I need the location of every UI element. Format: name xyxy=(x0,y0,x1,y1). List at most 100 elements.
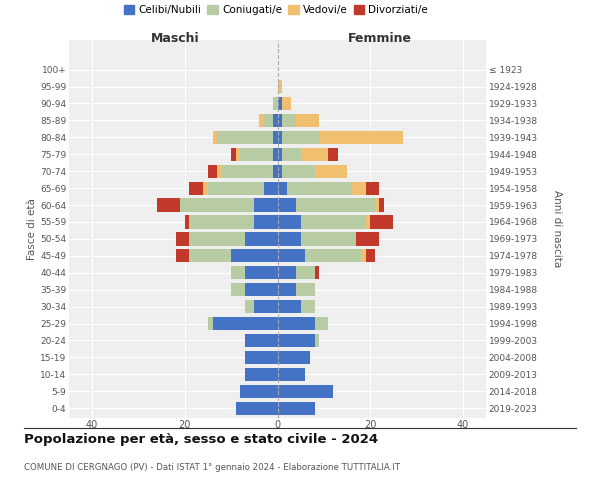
Bar xyxy=(282,130,319,144)
Bar xyxy=(231,266,245,280)
Bar xyxy=(203,182,208,194)
Bar xyxy=(236,148,241,161)
Bar xyxy=(301,232,356,245)
Bar xyxy=(222,164,273,178)
Bar xyxy=(296,114,319,127)
Bar xyxy=(263,182,277,194)
Bar xyxy=(282,114,296,127)
Bar xyxy=(277,351,310,364)
Bar xyxy=(301,300,314,313)
Bar xyxy=(277,80,282,93)
Text: Popolazione per età, sesso e stato civile - 2024: Popolazione per età, sesso e stato civil… xyxy=(24,432,378,446)
Bar xyxy=(314,317,328,330)
Bar xyxy=(305,249,361,262)
Bar xyxy=(176,249,190,262)
Bar xyxy=(273,164,277,178)
Bar xyxy=(277,148,282,161)
Bar xyxy=(176,232,190,245)
Bar xyxy=(277,130,282,144)
Bar xyxy=(245,334,277,347)
Bar xyxy=(361,249,365,262)
Bar xyxy=(245,368,277,381)
Bar xyxy=(296,266,314,280)
Bar xyxy=(236,402,277,415)
Bar xyxy=(277,334,314,347)
Bar xyxy=(185,216,190,228)
Bar xyxy=(277,114,282,127)
Bar xyxy=(180,198,254,211)
Bar xyxy=(273,148,277,161)
Text: COMUNE DI CERGNAGO (PV) - Dati ISTAT 1° gennaio 2024 - Elaborazione TUTTITALIA.I: COMUNE DI CERGNAGO (PV) - Dati ISTAT 1° … xyxy=(24,462,400,471)
Y-axis label: Fasce di età: Fasce di età xyxy=(27,198,37,260)
Bar xyxy=(263,114,273,127)
Bar xyxy=(217,164,222,178)
Bar xyxy=(254,300,277,313)
Bar xyxy=(190,249,231,262)
Bar xyxy=(277,182,287,194)
Bar xyxy=(277,317,314,330)
Bar xyxy=(379,198,384,211)
Bar xyxy=(319,130,403,144)
Bar xyxy=(231,249,277,262)
Bar xyxy=(282,97,292,110)
Bar xyxy=(277,266,296,280)
Bar xyxy=(365,182,379,194)
Bar xyxy=(314,334,319,347)
Bar xyxy=(273,97,277,110)
Bar xyxy=(208,182,263,194)
Bar xyxy=(273,114,277,127)
Bar xyxy=(254,216,277,228)
Bar xyxy=(190,232,245,245)
Bar xyxy=(277,249,305,262)
Bar xyxy=(212,130,217,144)
Bar xyxy=(277,198,296,211)
Bar xyxy=(277,216,301,228)
Bar xyxy=(208,317,212,330)
Bar xyxy=(241,148,273,161)
Bar xyxy=(370,216,394,228)
Bar xyxy=(245,351,277,364)
Bar xyxy=(365,216,370,228)
Bar xyxy=(282,148,301,161)
Y-axis label: Anni di nascita: Anni di nascita xyxy=(552,190,562,268)
Bar xyxy=(277,384,333,398)
Text: Maschi: Maschi xyxy=(151,32,200,45)
Bar xyxy=(314,164,347,178)
Bar xyxy=(277,164,282,178)
Bar xyxy=(277,300,301,313)
Bar xyxy=(277,232,301,245)
Bar xyxy=(157,198,180,211)
Bar xyxy=(301,216,365,228)
Bar xyxy=(328,148,338,161)
Bar xyxy=(231,283,245,296)
Bar xyxy=(296,198,375,211)
Bar xyxy=(282,164,314,178)
Bar xyxy=(352,182,365,194)
Bar xyxy=(259,114,263,127)
Bar xyxy=(241,384,277,398)
Bar xyxy=(287,182,352,194)
Bar xyxy=(217,130,273,144)
Bar xyxy=(301,148,328,161)
Bar xyxy=(254,198,277,211)
Bar xyxy=(190,182,203,194)
Bar xyxy=(277,97,282,110)
Bar xyxy=(375,198,379,211)
Bar xyxy=(231,148,236,161)
Bar xyxy=(314,266,319,280)
Text: Femmine: Femmine xyxy=(347,32,412,45)
Bar xyxy=(190,216,254,228)
Bar xyxy=(245,232,277,245)
Bar xyxy=(277,368,305,381)
Bar xyxy=(277,283,296,296)
Bar xyxy=(365,249,375,262)
Bar xyxy=(208,164,217,178)
Legend: Celibi/Nubili, Coniugati/e, Vedovi/e, Divorziati/e: Celibi/Nubili, Coniugati/e, Vedovi/e, Di… xyxy=(119,1,433,20)
Bar xyxy=(296,283,314,296)
Bar xyxy=(245,283,277,296)
Bar xyxy=(212,317,277,330)
Bar xyxy=(245,266,277,280)
Bar xyxy=(245,300,254,313)
Bar xyxy=(277,402,314,415)
Bar xyxy=(273,130,277,144)
